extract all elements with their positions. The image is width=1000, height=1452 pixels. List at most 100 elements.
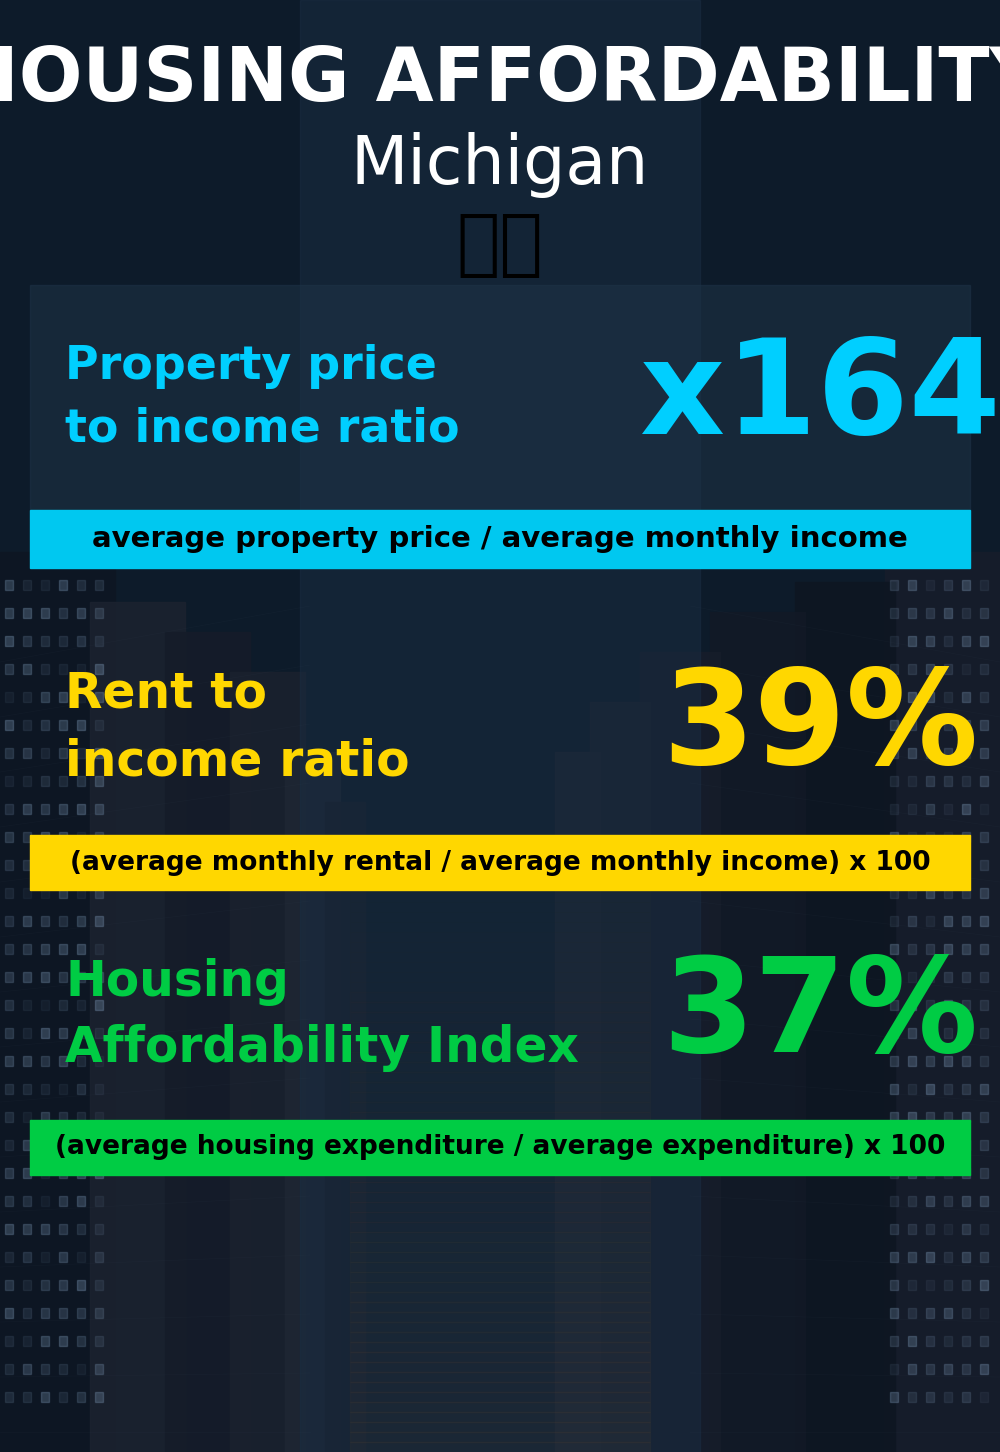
Bar [962, 1336, 970, 1346]
Bar [908, 664, 916, 674]
Bar [59, 971, 67, 982]
Bar [890, 1140, 898, 1150]
Bar [350, 1043, 650, 1053]
Bar [926, 944, 934, 954]
Bar [962, 1196, 970, 1207]
Bar [41, 1224, 49, 1234]
Bar [926, 1224, 934, 1234]
Bar [77, 1224, 85, 1234]
Bar [350, 963, 650, 971]
Bar [908, 1363, 916, 1374]
Bar [980, 1056, 988, 1066]
Bar [908, 775, 916, 786]
Bar [944, 944, 952, 954]
Bar [962, 860, 970, 870]
Bar [890, 1167, 898, 1178]
Text: (average monthly rental / average monthly income) x 100: (average monthly rental / average monthl… [70, 849, 930, 876]
Bar [23, 664, 31, 674]
Bar [59, 1392, 67, 1403]
Bar [95, 748, 103, 758]
Bar [77, 1252, 85, 1262]
Bar [5, 860, 13, 870]
Bar [926, 1000, 934, 1011]
Bar [95, 944, 103, 954]
Bar [350, 1192, 650, 1202]
Bar [980, 944, 988, 954]
Bar [350, 1282, 650, 1292]
Bar [23, 1140, 31, 1150]
Bar [41, 1281, 49, 1289]
Bar [908, 1196, 916, 1207]
Bar [95, 971, 103, 982]
Bar [5, 664, 13, 674]
Bar [890, 1112, 898, 1122]
Bar [350, 1092, 650, 1102]
Bar [77, 1085, 85, 1093]
Bar [962, 889, 970, 897]
Bar [962, 664, 970, 674]
Bar [926, 608, 934, 619]
Bar [962, 720, 970, 730]
Bar [944, 1308, 952, 1318]
Bar [5, 693, 13, 701]
Bar [5, 748, 13, 758]
Bar [59, 1085, 67, 1093]
Bar [944, 720, 952, 730]
Bar [640, 652, 720, 1452]
Bar [0, 552, 115, 1452]
Bar [926, 1196, 934, 1207]
Bar [77, 1281, 85, 1289]
Bar [980, 608, 988, 619]
Bar [962, 804, 970, 815]
Bar [890, 944, 898, 954]
Bar [908, 1112, 916, 1122]
Bar [944, 636, 952, 646]
Bar [41, 1140, 49, 1150]
Bar [350, 1151, 650, 1162]
Bar [23, 1363, 31, 1374]
Bar [350, 1162, 650, 1172]
Bar [962, 944, 970, 954]
Bar [926, 1112, 934, 1122]
Bar [5, 579, 13, 590]
Bar [350, 1321, 650, 1331]
Bar [890, 1224, 898, 1234]
Bar [350, 1022, 650, 1032]
Bar [23, 1028, 31, 1038]
Bar [710, 611, 805, 1452]
Bar [59, 748, 67, 758]
Bar [890, 889, 898, 897]
Bar [77, 664, 85, 674]
Bar [350, 1331, 650, 1342]
Bar [30, 285, 970, 510]
Bar [350, 873, 650, 881]
Bar [59, 1167, 67, 1178]
Bar [95, 664, 103, 674]
Bar [41, 1056, 49, 1066]
Bar [5, 944, 13, 954]
Bar [350, 1302, 650, 1313]
Bar [30, 1119, 970, 1175]
Bar [23, 1308, 31, 1318]
Bar [926, 916, 934, 926]
Bar [908, 916, 916, 926]
Bar [77, 916, 85, 926]
Bar [41, 1363, 49, 1374]
Bar [95, 1056, 103, 1066]
Bar [77, 608, 85, 619]
Bar [980, 579, 988, 590]
Bar [350, 1061, 650, 1072]
Bar [95, 720, 103, 730]
Bar [980, 1196, 988, 1207]
Bar [944, 1224, 952, 1234]
Bar [890, 693, 898, 701]
Bar [23, 1167, 31, 1178]
Bar [926, 832, 934, 842]
Bar [77, 832, 85, 842]
Bar [41, 832, 49, 842]
Bar [5, 889, 13, 897]
Bar [77, 1028, 85, 1038]
Bar [962, 636, 970, 646]
Bar [350, 1082, 650, 1092]
Bar [908, 971, 916, 982]
